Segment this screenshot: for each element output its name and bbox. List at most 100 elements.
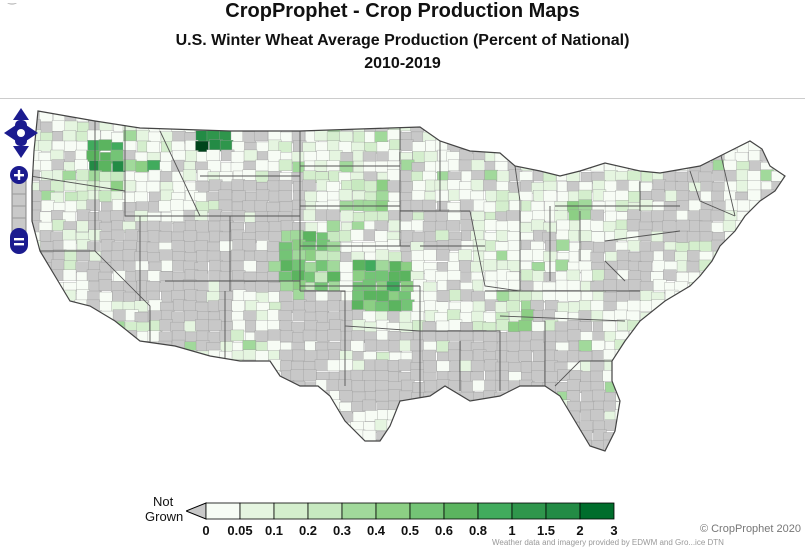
county-cell [134,401,148,413]
county-cell [147,270,162,282]
county-cell [459,350,473,362]
zoom-out-icon[interactable] [10,228,28,254]
county-cell [472,300,487,313]
county-cell [545,111,559,123]
county-cell [664,400,679,413]
county-cell [722,399,737,411]
county-cell [484,270,499,283]
county-cell [614,349,629,361]
county-cell [711,369,725,381]
county-cell [699,111,713,122]
county-cell [758,120,773,132]
county-cell [363,161,377,173]
map-panel[interactable] [0,98,805,545]
county-cell [758,269,772,281]
county-cell [411,250,425,262]
county-cell [724,231,738,243]
county-cell [137,391,151,404]
county-cell [208,319,222,332]
zoom-in-icon[interactable] [10,166,28,184]
county-cell [339,359,353,371]
county-cell [616,179,630,192]
county-cell [314,271,328,284]
county-cell [197,440,211,451]
county-cell [759,211,773,224]
county-cell [640,329,654,341]
county-cell [89,330,103,342]
legend-swatch [307,502,343,520]
county-cell [242,200,256,212]
county-cell [269,111,283,124]
county-cell [556,451,569,462]
county-cell [86,339,100,352]
county-cell [722,220,737,232]
county-cell [614,149,629,162]
county-cell [327,329,341,341]
county-cell [232,440,246,451]
county-cell [495,431,509,443]
county-cell [124,390,138,402]
county-cell [62,410,77,422]
zoom-controls[interactable] [8,166,30,258]
county-cell [735,111,749,122]
us-county-map[interactable] [0,99,805,545]
pan-arrows-icon[interactable] [4,106,38,256]
county-cell [770,111,784,123]
county-cell [231,380,245,392]
county-cell [725,370,739,382]
county-cell [101,411,115,423]
map-navigation[interactable] [4,106,38,256]
county-cell [242,402,256,414]
county-cell [111,431,125,443]
county-cell [40,121,54,134]
county-cell [688,391,703,404]
county-cell [650,141,664,154]
county-cell [364,339,378,352]
county-cell [230,369,244,381]
county-cell [723,270,738,283]
county-cell [473,450,487,451]
county-cell [664,390,678,402]
county-cell [545,420,559,433]
county-cell [712,310,727,322]
county-cell [724,280,739,292]
legend-not-grown-label-2: Grown [145,509,184,524]
county-cell [291,322,305,334]
county-cell [196,431,211,443]
county-cell [51,370,65,383]
county-cell [375,259,390,272]
county-cell [315,111,329,123]
county-cell [506,430,520,442]
county-cell [39,380,54,392]
county-cell [53,452,66,463]
county-cell [110,149,124,162]
county-cell [124,452,137,463]
county-cell [494,301,509,313]
county-cell [400,420,414,432]
county-cell [74,371,88,384]
county-cell [171,411,185,424]
county-cell [567,329,582,342]
county-cell [98,160,112,172]
county-cell [734,331,749,344]
county-cell [159,111,173,121]
county-cell [401,379,415,392]
county-cell [496,170,511,182]
county-cell [578,340,592,352]
county-cell [746,391,761,403]
county-cell [32,411,43,423]
legend-swatch [511,502,547,520]
county-cell [63,430,78,442]
county-cell [567,379,581,391]
county-cell [194,111,209,123]
county-cell [699,142,714,154]
county-cell [98,329,113,342]
county-cell [400,432,415,444]
county-cell [62,130,77,142]
county-cell [723,121,737,134]
county-cell [542,159,556,172]
county-cell [590,209,604,222]
county-cell [86,362,100,374]
county-cell [699,220,713,233]
county-cell [626,419,641,432]
